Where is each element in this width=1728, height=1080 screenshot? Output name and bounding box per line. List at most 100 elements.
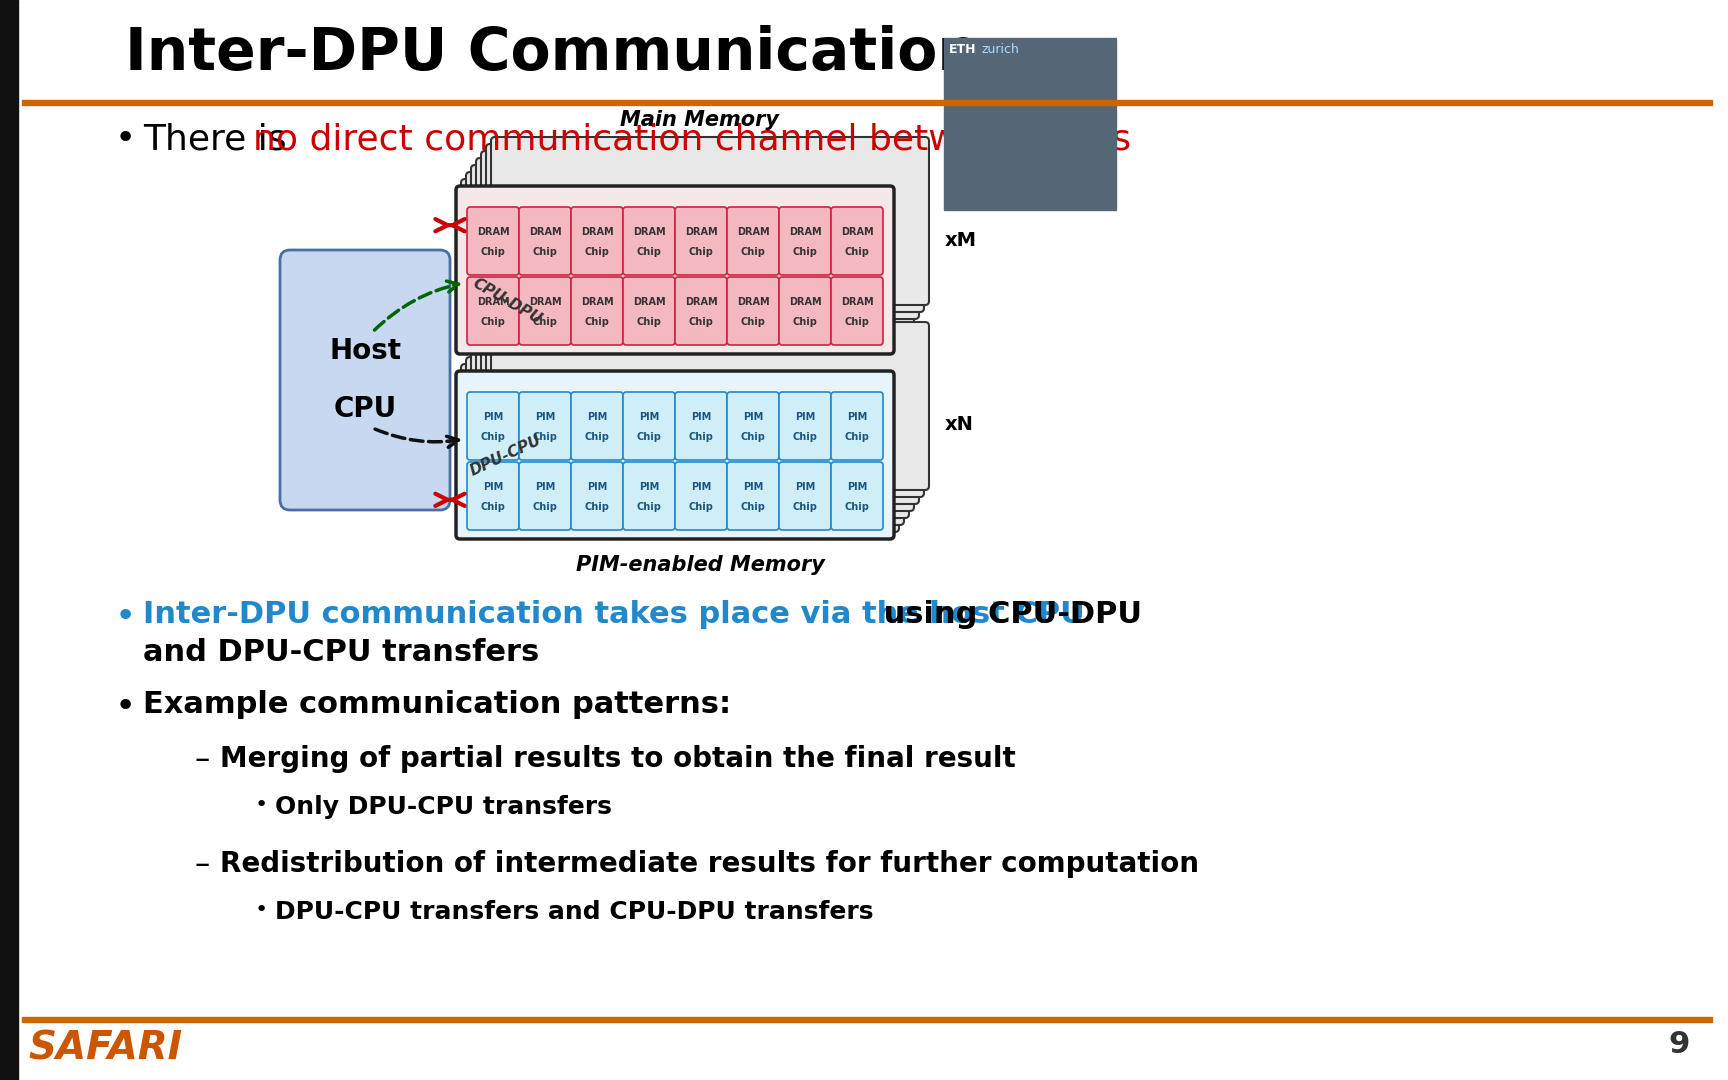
Text: Chip: Chip — [741, 432, 766, 442]
Text: Chip: Chip — [584, 318, 610, 327]
Text: DRAM: DRAM — [632, 227, 665, 237]
Text: no direct communication channel between DPUs: no direct communication channel between … — [252, 122, 1132, 156]
FancyBboxPatch shape — [456, 372, 893, 539]
Text: Chip: Chip — [845, 318, 869, 327]
Text: zurich: zurich — [982, 43, 1020, 56]
Text: DRAM: DRAM — [581, 297, 613, 307]
FancyBboxPatch shape — [727, 462, 779, 530]
Text: PIM: PIM — [588, 411, 607, 421]
FancyBboxPatch shape — [676, 392, 727, 460]
FancyBboxPatch shape — [461, 364, 899, 532]
Text: PIM: PIM — [795, 482, 816, 491]
FancyBboxPatch shape — [676, 276, 727, 345]
FancyBboxPatch shape — [727, 392, 779, 460]
FancyBboxPatch shape — [624, 276, 676, 345]
Text: Chip: Chip — [793, 318, 817, 327]
Text: xN: xN — [945, 416, 975, 434]
FancyBboxPatch shape — [518, 392, 570, 460]
FancyBboxPatch shape — [467, 207, 518, 275]
FancyBboxPatch shape — [779, 207, 831, 275]
FancyBboxPatch shape — [472, 350, 909, 518]
Text: DRAM: DRAM — [788, 297, 821, 307]
Text: DRAM: DRAM — [632, 297, 665, 307]
Text: PIM: PIM — [639, 411, 658, 421]
Text: DRAM: DRAM — [842, 297, 873, 307]
Text: Chip: Chip — [584, 502, 610, 512]
FancyBboxPatch shape — [624, 392, 676, 460]
Text: Chip: Chip — [636, 432, 662, 442]
Text: Chip: Chip — [845, 502, 869, 512]
Text: using CPU-DPU: using CPU-DPU — [873, 600, 1142, 629]
Text: •: • — [256, 900, 268, 920]
Text: DRAM: DRAM — [736, 297, 769, 307]
Bar — [22, 1017, 1712, 1022]
FancyBboxPatch shape — [486, 329, 924, 497]
Text: Chip: Chip — [845, 432, 869, 442]
Text: 9: 9 — [1669, 1030, 1690, 1059]
Text: •: • — [116, 690, 137, 724]
FancyBboxPatch shape — [491, 137, 930, 305]
Text: Chip: Chip — [636, 247, 662, 257]
Text: DRAM: DRAM — [788, 227, 821, 237]
Text: Chip: Chip — [480, 318, 505, 327]
Text: Only DPU-CPU transfers: Only DPU-CPU transfers — [275, 795, 612, 819]
Text: PIM: PIM — [691, 482, 712, 491]
Text: PIM: PIM — [639, 482, 658, 491]
FancyBboxPatch shape — [475, 158, 914, 326]
Text: Chip: Chip — [741, 247, 766, 257]
Text: Chip: Chip — [584, 247, 610, 257]
FancyBboxPatch shape — [570, 207, 624, 275]
Text: Chip: Chip — [741, 502, 766, 512]
Text: DPU-CPU transfers and CPU-DPU transfers: DPU-CPU transfers and CPU-DPU transfers — [275, 900, 873, 924]
Text: Chip: Chip — [532, 432, 558, 442]
Text: Chip: Chip — [793, 432, 817, 442]
Text: –: – — [195, 745, 211, 774]
Text: DRAM: DRAM — [529, 227, 562, 237]
Text: Host: Host — [328, 337, 401, 365]
Text: SAFARI: SAFARI — [28, 1030, 181, 1068]
Text: PIM: PIM — [743, 411, 764, 421]
FancyBboxPatch shape — [624, 207, 676, 275]
Text: DRAM: DRAM — [736, 227, 769, 237]
Text: Chip: Chip — [688, 318, 714, 327]
Text: PIM-enabled Memory: PIM-enabled Memory — [575, 555, 824, 575]
Text: –: – — [195, 850, 211, 879]
Text: Redistribution of intermediate results for further computation: Redistribution of intermediate results f… — [219, 850, 1199, 878]
FancyBboxPatch shape — [518, 276, 570, 345]
FancyBboxPatch shape — [467, 357, 904, 525]
Text: There is: There is — [143, 122, 299, 156]
Bar — [0, 0, 17, 1080]
Text: ETH: ETH — [949, 43, 976, 56]
FancyBboxPatch shape — [518, 462, 570, 530]
FancyBboxPatch shape — [676, 462, 727, 530]
Text: Chip: Chip — [793, 247, 817, 257]
FancyBboxPatch shape — [676, 207, 727, 275]
FancyBboxPatch shape — [570, 462, 624, 530]
Text: PIM: PIM — [536, 482, 555, 491]
FancyBboxPatch shape — [480, 151, 919, 319]
Text: PIM: PIM — [482, 411, 503, 421]
Text: Chip: Chip — [688, 432, 714, 442]
Text: CPU-DPU: CPU-DPU — [470, 275, 544, 327]
FancyBboxPatch shape — [456, 186, 893, 354]
Text: Chip: Chip — [793, 502, 817, 512]
Text: •: • — [116, 600, 137, 634]
FancyBboxPatch shape — [280, 249, 449, 510]
FancyBboxPatch shape — [779, 276, 831, 345]
FancyBboxPatch shape — [491, 322, 930, 490]
Bar — [22, 100, 1712, 105]
Text: DRAM: DRAM — [684, 297, 717, 307]
Text: Inter-DPU Communication: Inter-DPU Communication — [124, 25, 978, 82]
Text: Chip: Chip — [532, 247, 558, 257]
Text: Merging of partial results to obtain the final result: Merging of partial results to obtain the… — [219, 745, 1016, 773]
Text: Main Memory: Main Memory — [620, 110, 779, 130]
Text: DRAM: DRAM — [529, 297, 562, 307]
Text: Chip: Chip — [845, 247, 869, 257]
Text: Chip: Chip — [636, 502, 662, 512]
Text: Chip: Chip — [480, 432, 505, 442]
FancyBboxPatch shape — [831, 462, 883, 530]
Text: DPU-CPU: DPU-CPU — [468, 433, 544, 480]
FancyBboxPatch shape — [518, 207, 570, 275]
Text: DRAM: DRAM — [477, 297, 510, 307]
Text: Chip: Chip — [480, 502, 505, 512]
